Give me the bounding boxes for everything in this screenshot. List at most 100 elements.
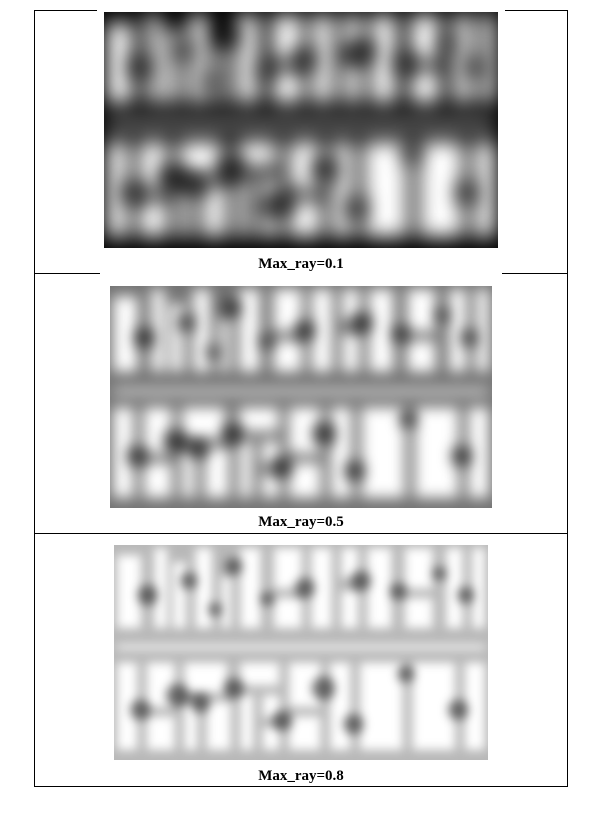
row-divider-1-left xyxy=(34,273,100,274)
block-16 xyxy=(453,15,472,104)
shadow-spot-8 xyxy=(457,586,474,604)
shadow-spot-12 xyxy=(219,158,241,180)
block-1 xyxy=(114,38,125,65)
block-7 xyxy=(250,311,256,343)
block-4 xyxy=(193,289,211,372)
shadow-spot-9 xyxy=(126,445,148,467)
figure-caption-3: Max_ray=0.8 xyxy=(258,768,344,784)
shadow-spot-12 xyxy=(223,678,244,699)
shadow-spot-11 xyxy=(187,438,209,460)
block-27 xyxy=(240,694,254,750)
shadow-spot-10 xyxy=(162,429,187,454)
shadow-spot-4 xyxy=(294,48,316,70)
block-11 xyxy=(342,289,360,320)
row-divider-2 xyxy=(34,533,568,534)
block-11 xyxy=(341,548,358,578)
block-29 xyxy=(262,727,280,750)
shadow-spot-3 xyxy=(221,26,239,45)
block-13 xyxy=(370,15,397,104)
shadow-spot-13 xyxy=(272,710,293,731)
block-22 xyxy=(146,716,175,750)
block-36 xyxy=(473,140,495,238)
block-29 xyxy=(261,474,279,498)
block-27 xyxy=(237,176,251,238)
block-10 xyxy=(311,289,333,372)
block-26 xyxy=(240,662,280,686)
block-10 xyxy=(311,15,334,104)
block-1 xyxy=(120,311,130,335)
block-31 xyxy=(289,716,321,750)
shadow-spot-1 xyxy=(177,314,195,332)
block-12 xyxy=(343,62,362,104)
block-37 xyxy=(433,425,440,465)
block-18 xyxy=(107,121,495,127)
shadow-spot-8 xyxy=(460,329,478,347)
block-26 xyxy=(237,140,279,167)
block-12 xyxy=(341,591,358,628)
figure-caption-1: Max_ray=0.1 xyxy=(258,256,344,272)
shadow-spot-5 xyxy=(353,40,375,62)
block-18 xyxy=(113,388,489,394)
block-22 xyxy=(143,462,172,498)
shadow-spot-7 xyxy=(439,36,454,51)
block-28 xyxy=(261,440,279,465)
block-2 xyxy=(146,15,161,104)
shadow-spot-8 xyxy=(465,58,484,76)
block-28 xyxy=(262,694,280,718)
shadow-spot-17 xyxy=(447,699,469,720)
shadow-spot-13 xyxy=(271,456,293,478)
shadow-spot-6 xyxy=(391,325,409,343)
block-13 xyxy=(367,548,392,628)
block-6 xyxy=(240,548,261,628)
ambient-occlusion-image-3 xyxy=(114,545,488,760)
block-15 xyxy=(407,340,436,372)
table-border-right xyxy=(567,10,568,787)
shadow-spot-16 xyxy=(399,410,417,428)
corner-shadows xyxy=(126,299,478,482)
block-3 xyxy=(173,562,186,628)
block-23 xyxy=(184,662,227,693)
table-border-left xyxy=(34,10,35,787)
shadow-spot-15 xyxy=(344,460,365,482)
block-7 xyxy=(251,569,257,600)
shadow-spot-16 xyxy=(397,665,415,683)
block-13 xyxy=(368,289,394,372)
figure-caption-2: Max_ray=0.5 xyxy=(258,514,344,530)
block-34 xyxy=(371,687,392,725)
shadow-spot-18 xyxy=(260,592,275,606)
block-22 xyxy=(138,199,168,238)
shadow-spot-6 xyxy=(389,583,407,600)
block-12 xyxy=(342,333,360,372)
block-29 xyxy=(260,211,279,238)
block-20 xyxy=(114,152,125,171)
block-2 xyxy=(151,289,165,372)
block-6 xyxy=(239,289,260,372)
block-4 xyxy=(189,15,208,104)
shadow-spot-10 xyxy=(165,683,190,708)
shadow-spot-6 xyxy=(394,54,413,72)
shadow-spot-2 xyxy=(208,602,222,617)
block-14 xyxy=(410,15,440,61)
row-divider-1-right xyxy=(502,273,568,274)
lit-geometry xyxy=(107,15,495,238)
block-20 xyxy=(124,673,134,689)
block-5 xyxy=(219,318,230,372)
shadow-spot-13 xyxy=(270,194,292,216)
shadow-spot-15 xyxy=(345,198,367,220)
block-25 xyxy=(204,448,230,498)
shadow-spot-10 xyxy=(158,164,184,190)
block-24 xyxy=(177,184,192,238)
block-23 xyxy=(177,140,224,175)
ambient-occlusion-image-2 xyxy=(110,286,492,508)
table-border-top-right xyxy=(505,10,568,11)
block-2 xyxy=(154,548,168,628)
shadow-spot-14 xyxy=(312,156,338,182)
shadow-spot-3 xyxy=(223,299,241,317)
block-7 xyxy=(248,38,255,72)
block-4 xyxy=(195,548,212,628)
block-5 xyxy=(217,46,228,104)
shadow-spot-0 xyxy=(134,327,155,349)
shadow-spot-7 xyxy=(435,308,450,323)
shadow-spot-9 xyxy=(120,182,143,204)
block-5 xyxy=(221,576,231,628)
